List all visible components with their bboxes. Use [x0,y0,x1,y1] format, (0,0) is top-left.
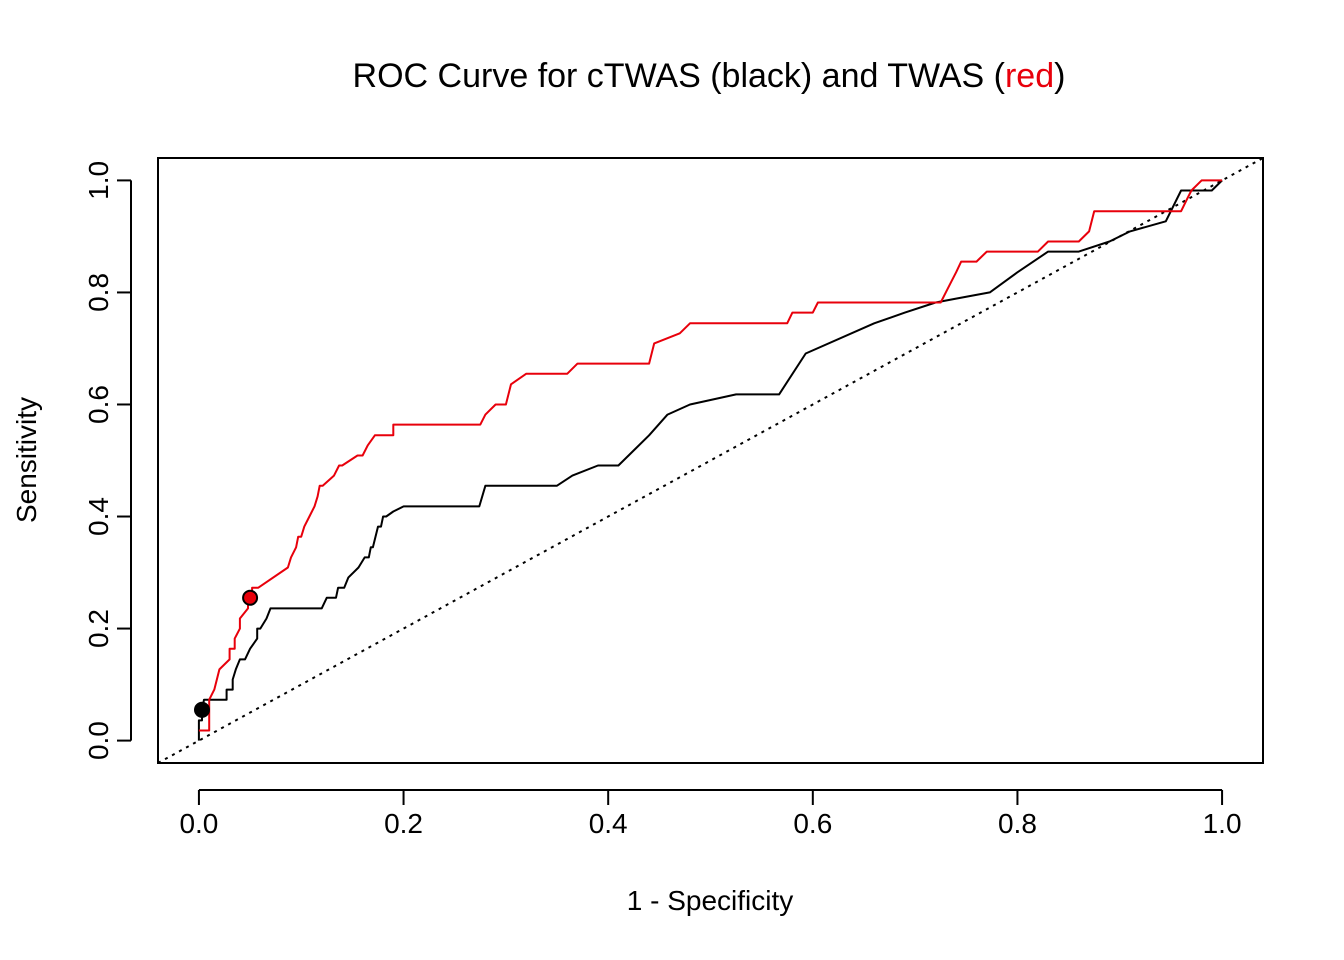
y-tick-label: 0.4 [83,497,114,536]
x-tick-label: 0.8 [998,808,1037,839]
plot-frame [157,157,1264,764]
y-axis-label: Sensitivity [11,397,42,523]
y-axis: 0.0 0.2 0.4 0.6 0.8 1.0 [83,161,132,760]
y-tick-label: 0.0 [83,721,114,760]
x-tick-label: 0.0 [179,808,218,839]
point-twas-threshold [242,589,259,606]
series-line-ctwas [197,179,1223,741]
title-part-1: red [1005,57,1054,95]
series-layer [197,179,1223,741]
chance-diagonal [157,157,1264,764]
y-tick-label: 0.6 [83,385,114,424]
y-tick-label: 0.8 [83,273,114,312]
x-tick-label: 0.6 [793,808,832,839]
x-axis: 0.0 0.2 0.4 0.6 0.8 1.0 [179,789,1242,839]
chart-title: ROC Curve for cTWAS (black) and TWAS (re… [353,57,1066,95]
x-tick-label: 0.2 [384,808,423,839]
point-ctwas-threshold [193,701,210,718]
y-tick-label: 1.0 [83,161,114,200]
y-tick-label: 0.2 [83,609,114,648]
x-tick-label: 1.0 [1203,808,1242,839]
x-axis-label: 1 - Specificity [627,885,794,916]
x-tick-label: 0.4 [589,808,628,839]
points-layer [193,589,259,718]
title-part-2: ) [1054,57,1065,95]
title-part-0: ROC Curve for cTWAS (black) and TWAS ( [353,57,1006,95]
series-line-twas [198,179,1223,732]
